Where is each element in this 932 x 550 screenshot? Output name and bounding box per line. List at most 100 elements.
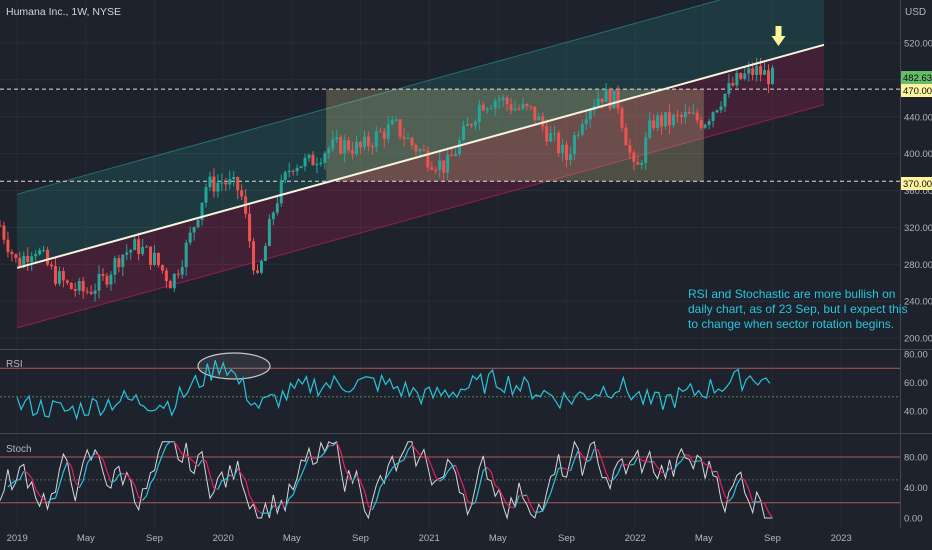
candle-body bbox=[18, 258, 22, 267]
candle-body bbox=[295, 167, 299, 172]
time-tick-label: 2021 bbox=[419, 533, 440, 544]
candle-body bbox=[196, 219, 200, 228]
candle-body bbox=[481, 104, 485, 111]
candle-body bbox=[61, 271, 65, 281]
last-price-badge: 482.63 bbox=[901, 71, 932, 84]
candle-body bbox=[374, 131, 378, 148]
candle-body bbox=[188, 232, 192, 243]
candle-body bbox=[109, 274, 113, 285]
candle-body bbox=[656, 115, 660, 128]
candle-body bbox=[755, 66, 759, 76]
candle-body bbox=[608, 89, 612, 109]
candle-body bbox=[668, 112, 671, 126]
rsi-highlight-ellipse bbox=[197, 352, 271, 380]
candle-body bbox=[596, 98, 600, 107]
candle-body bbox=[727, 82, 731, 94]
candle-body bbox=[259, 261, 263, 273]
candle-body bbox=[339, 137, 343, 154]
candle-body bbox=[763, 70, 767, 75]
candle-body bbox=[180, 267, 184, 275]
rsi-pane-label: RSI bbox=[6, 359, 23, 370]
candle-body bbox=[664, 112, 668, 127]
horizontal-levels bbox=[0, 88, 900, 182]
candle-body bbox=[731, 82, 735, 86]
candle-body bbox=[715, 110, 719, 113]
candle-body bbox=[644, 137, 648, 163]
candle-body bbox=[153, 252, 156, 265]
candle-body bbox=[73, 289, 77, 291]
candle-body bbox=[267, 219, 271, 246]
candle-body bbox=[378, 131, 382, 133]
candle-body bbox=[327, 148, 331, 154]
candle-body bbox=[458, 139, 462, 154]
candle-body bbox=[192, 227, 196, 233]
svg-text:370.00: 370.00 bbox=[903, 179, 932, 190]
candle-body bbox=[465, 124, 469, 127]
time-tick-label: May bbox=[77, 533, 95, 544]
candle-body bbox=[125, 252, 129, 255]
time-tick-label: Sep bbox=[352, 533, 369, 544]
candle-body bbox=[553, 132, 557, 134]
candle-body bbox=[26, 255, 30, 263]
candle-body bbox=[252, 241, 256, 271]
candle-body bbox=[576, 134, 580, 136]
candle-body bbox=[156, 252, 160, 266]
candle-body bbox=[572, 135, 576, 155]
candle-body bbox=[101, 273, 105, 276]
candle-body bbox=[565, 144, 568, 160]
candle-body bbox=[624, 127, 628, 146]
rsi-line bbox=[16, 360, 771, 421]
candle-body bbox=[69, 282, 73, 290]
candle-body bbox=[299, 166, 303, 168]
candle-body bbox=[216, 182, 220, 192]
candle-body bbox=[525, 103, 529, 107]
candle-body bbox=[723, 93, 727, 107]
candle-body bbox=[422, 149, 426, 151]
candle-body bbox=[287, 170, 291, 173]
price-tick-label: 360.00 bbox=[904, 186, 932, 197]
stoch-pane-label: Stoch bbox=[6, 444, 32, 455]
candle-body bbox=[370, 145, 374, 148]
candle-body bbox=[707, 121, 711, 125]
time-axis[interactable]: 2019 May Sep 2020 May Sep 2021 May Sep 2022 May Sep… bbox=[7, 533, 852, 544]
candle-body bbox=[57, 271, 61, 284]
time-tick-label: 2019 bbox=[7, 533, 28, 544]
candle-body bbox=[620, 108, 624, 128]
candle-body bbox=[426, 150, 430, 168]
candle-body bbox=[22, 255, 26, 267]
candle-body bbox=[545, 126, 549, 142]
candle-body bbox=[442, 160, 446, 173]
main-pane[interactable] bbox=[0, 0, 900, 348]
candle-body bbox=[398, 119, 402, 137]
candle-body bbox=[307, 154, 311, 158]
stoch-d-line bbox=[7, 441, 773, 519]
candle-body bbox=[382, 131, 386, 139]
candle-body bbox=[497, 99, 501, 101]
arrow-head bbox=[771, 36, 786, 46]
time-tick-label: 2023 bbox=[831, 533, 852, 544]
candle-body bbox=[256, 270, 259, 273]
candle-body bbox=[149, 246, 153, 265]
candle-body bbox=[248, 213, 252, 242]
annotation-line-3: to change when sector rotation begins. bbox=[688, 317, 894, 331]
price-axis[interactable]: 200.00 240.00 280.00 320.00 360.00 400.00 440.… bbox=[904, 39, 932, 525]
candle-body bbox=[212, 176, 216, 192]
price-tick-label: 440.00 bbox=[904, 112, 932, 123]
stoch-tick-label: 0.00 bbox=[904, 514, 923, 525]
price-tick-label: 520.00 bbox=[904, 39, 932, 50]
candle-body bbox=[557, 132, 561, 154]
candle-body bbox=[743, 73, 747, 79]
candle-body bbox=[137, 239, 141, 254]
candle-body bbox=[628, 145, 632, 153]
candle-body bbox=[711, 112, 715, 122]
candle-body bbox=[232, 177, 236, 180]
time-tick-label: May bbox=[283, 533, 301, 544]
candle-body bbox=[236, 177, 240, 191]
candle-body bbox=[584, 119, 588, 124]
candle-body bbox=[735, 72, 739, 86]
candle-body bbox=[410, 137, 414, 146]
candle-body bbox=[485, 108, 489, 111]
price-tick-label: 320.00 bbox=[904, 223, 932, 234]
candle-body bbox=[279, 180, 283, 204]
